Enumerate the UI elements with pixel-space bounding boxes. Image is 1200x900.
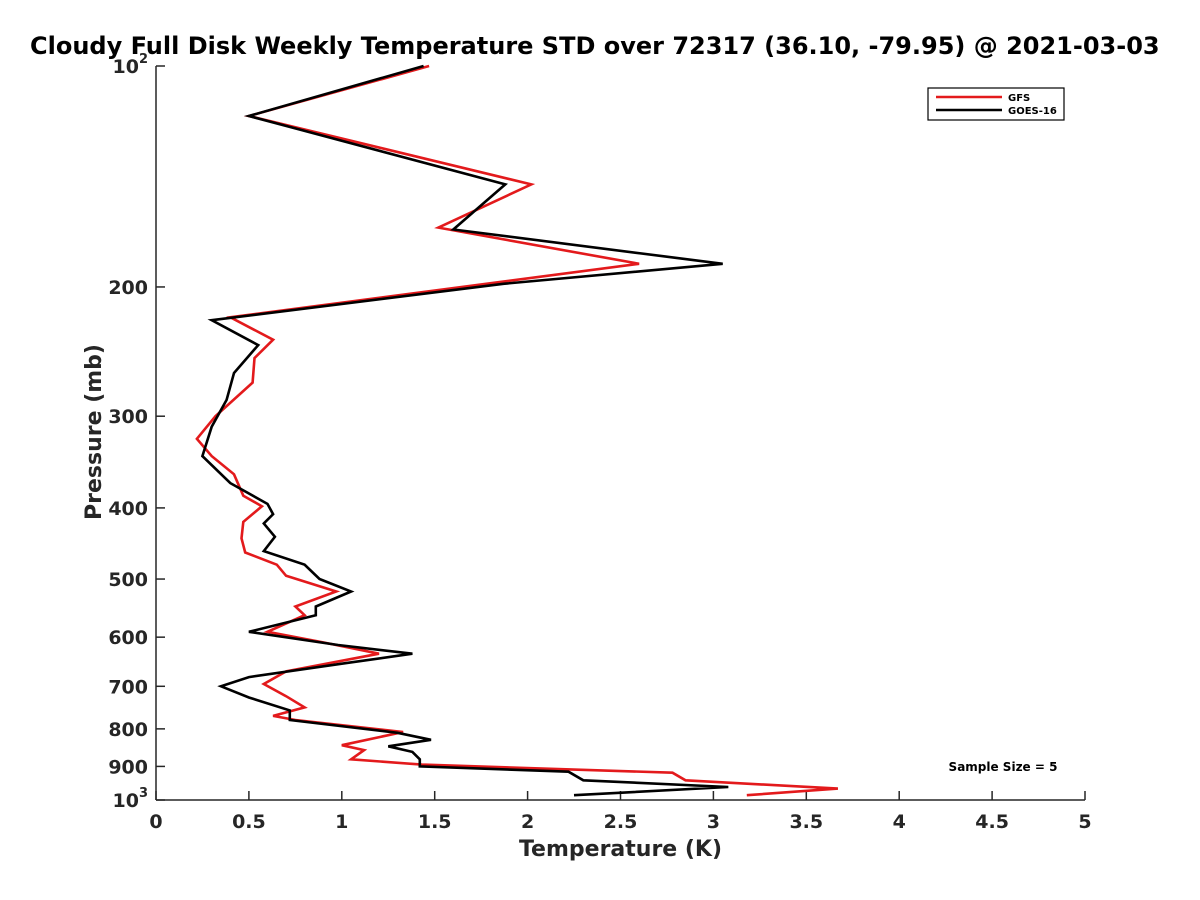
sample-size-annotation: Sample Size = 5 [949,760,1058,774]
y-tick-label-base: 200 [108,277,148,299]
x-axis-label: Temperature (K) [519,837,722,862]
x-tick-label: 4.5 [975,811,1009,833]
y-tick-label: 900 [108,756,148,778]
x-tick-label: 3.5 [789,811,823,833]
y-tick-label: 300 [108,406,148,428]
chart-title: Cloudy Full Disk Weekly Temperature STD … [30,32,1160,60]
x-tick-label: 5 [1078,811,1091,833]
x-tick-label: 0.5 [232,811,266,833]
series-line-gfs [195,64,838,797]
x-tick-label: 1.5 [418,811,452,833]
legend-box [927,87,1065,121]
series-lines [195,64,838,797]
y-tick-label: 700 [108,676,148,698]
legend-label: GOES-16 [1008,106,1057,117]
y-tick-label-base: 900 [108,756,148,778]
axis-ticks: 0 0.5 1 1.5 2 2.5 3 3.5 4 4.5 51022003004005006007… [108,52,1091,833]
y-tick-label-base: 300 [108,406,148,428]
y-tick-label-exponent: 3 [139,786,148,801]
x-tick-label: 4 [893,811,906,833]
x-tick-label: 3 [707,811,720,833]
y-tick-label-exponent: 2 [139,52,148,67]
y-tick-label-base: 500 [108,569,148,591]
y-tick-label-base: 10 [113,56,139,78]
y-axis-label: Pressure (mb) [82,344,107,520]
y-tick-label: 400 [108,498,148,520]
y-tick-label: 200 [108,277,148,299]
legend: GFS GOES-16 [927,87,1065,121]
y-tick-label: 800 [108,719,148,741]
y-tick-label: 500 [108,569,148,591]
y-tick-label: 600 [108,627,148,649]
y-tick-label-base: 10 [113,790,139,812]
y-tick-label: 103 [113,786,149,812]
x-tick-label: 0 [149,811,162,833]
y-tick-label-base: 600 [108,627,148,649]
y-tick-label-base: 400 [108,498,148,520]
x-tick-label: 1 [335,811,348,833]
x-tick-label: 2 [521,811,534,833]
series-line-goes-16 [200,64,729,797]
y-tick-label: 102 [113,52,149,78]
y-tick-label-base: 800 [108,719,148,741]
y-tick-label-base: 700 [108,676,148,698]
x-tick-label: 2.5 [604,811,638,833]
legend-label: GFS [1008,93,1030,104]
